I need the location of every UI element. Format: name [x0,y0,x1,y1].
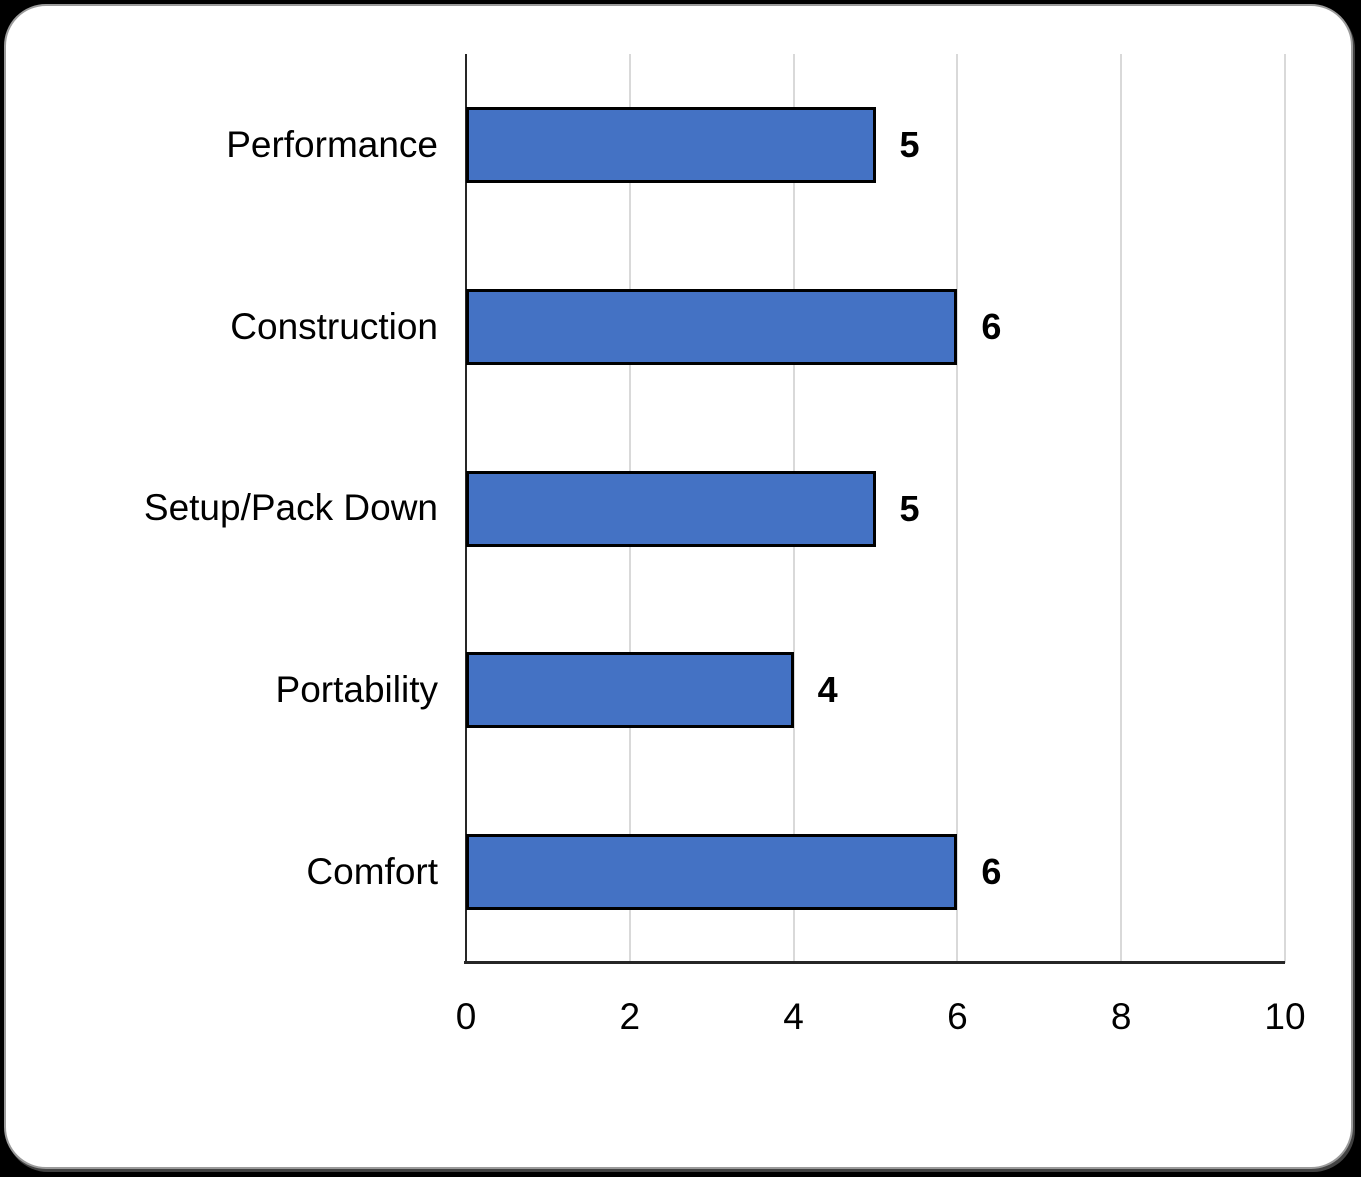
x-tick-label: 4 [783,996,804,1037]
value-label: 5 [899,487,920,529]
x-tick-label: 8 [1110,996,1132,1037]
x-axis-line [464,961,1285,964]
x-tick-label: 0 [455,996,477,1037]
category-label: Portability [275,669,438,711]
value-label: 6 [981,851,1002,893]
category-label: Construction [230,305,438,347]
value-label: 6 [981,305,1002,347]
value-label: 4 [817,669,838,711]
x-tick-label: 6 [947,996,968,1037]
category-label: Comfort [306,851,438,893]
gridline [1284,54,1286,963]
bar [466,288,958,365]
chart-card [4,4,1353,1169]
x-tick-label: 2 [619,996,641,1037]
bar [466,470,876,547]
category-label: Performance [226,123,438,165]
bar [466,834,958,911]
value-label: 5 [899,123,920,165]
gridline [956,54,959,963]
x-tick-label: 10 [1264,996,1306,1037]
category-label: Setup/Pack Down [143,487,438,529]
bar [466,106,876,183]
gridline [1120,54,1123,963]
bar [466,652,794,729]
